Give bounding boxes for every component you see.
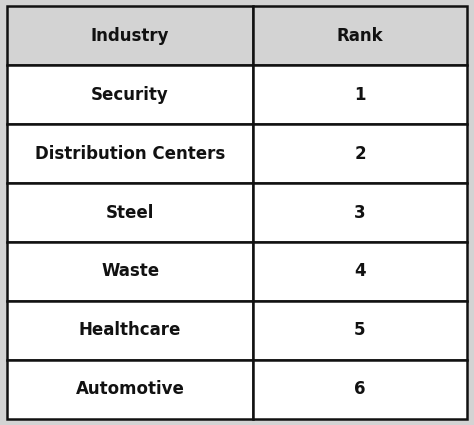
Bar — [7, 65, 253, 124]
Bar — [253, 124, 467, 183]
Text: 5: 5 — [354, 321, 366, 339]
Text: Automotive: Automotive — [76, 380, 184, 398]
Bar — [7, 183, 253, 242]
Text: Healthcare: Healthcare — [79, 321, 181, 339]
Bar — [253, 242, 467, 301]
Text: Industry: Industry — [91, 27, 169, 45]
Bar — [7, 242, 253, 301]
Text: 3: 3 — [354, 204, 366, 221]
Bar — [7, 6, 253, 65]
Text: 4: 4 — [354, 262, 366, 281]
Bar — [7, 360, 253, 419]
Text: Steel: Steel — [106, 204, 155, 221]
Bar — [253, 183, 467, 242]
Text: Rank: Rank — [337, 27, 383, 45]
Bar — [253, 360, 467, 419]
Text: Distribution Centers: Distribution Centers — [35, 144, 225, 163]
Bar — [7, 301, 253, 360]
Text: Waste: Waste — [101, 262, 159, 281]
Bar — [7, 124, 253, 183]
Text: 1: 1 — [354, 86, 366, 104]
Bar — [253, 301, 467, 360]
Bar — [253, 65, 467, 124]
Text: 2: 2 — [354, 144, 366, 163]
Bar — [253, 6, 467, 65]
Text: Security: Security — [91, 86, 169, 104]
Text: 6: 6 — [354, 380, 366, 398]
